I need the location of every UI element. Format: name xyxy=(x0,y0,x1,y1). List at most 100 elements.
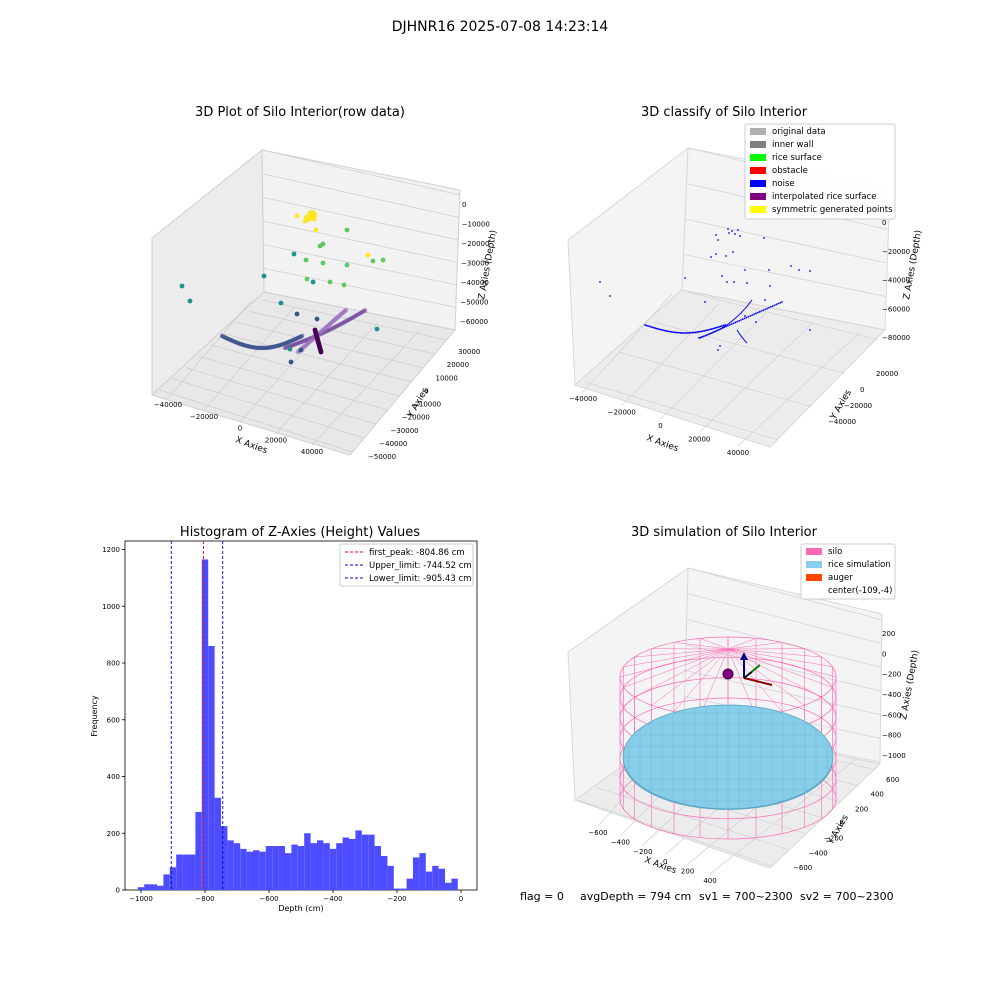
grid-line xyxy=(698,322,814,433)
noise-point xyxy=(661,329,664,332)
x-axis-label: X Axies xyxy=(643,855,678,876)
histogram-bar xyxy=(221,826,228,890)
grid-line xyxy=(577,799,773,867)
z-tick-label: −40000 xyxy=(882,277,910,285)
silo-roof-rib xyxy=(727,648,757,716)
noise-point xyxy=(690,331,692,334)
x-tick-label: −600 xyxy=(259,895,278,903)
legend-label: original data xyxy=(772,127,826,137)
panel-simulation: 3D simulation of Silo Interior −600−400−… xyxy=(567,525,921,885)
grid-line xyxy=(683,254,886,297)
y-tick-label: 600 xyxy=(886,776,899,784)
noise-point xyxy=(721,275,723,277)
noise-point xyxy=(732,322,735,325)
y-tick-label: 0 xyxy=(424,387,428,395)
data-point xyxy=(294,311,300,317)
noise-point xyxy=(771,305,774,307)
noise-point xyxy=(721,325,723,327)
grid-line xyxy=(275,322,379,434)
y-tick-label: 400 xyxy=(871,791,884,799)
histogram-bar xyxy=(336,843,343,890)
grid-line xyxy=(261,299,448,341)
noise-point xyxy=(670,331,673,333)
histogram-bar xyxy=(400,888,407,890)
data-point xyxy=(304,276,310,282)
legend-swatch xyxy=(806,574,822,581)
data-point xyxy=(318,349,324,355)
grid-line xyxy=(687,567,883,621)
grid-line xyxy=(687,291,879,341)
x-axis-label: X Axies xyxy=(234,435,269,456)
histogram-bar xyxy=(176,854,183,890)
noise-point xyxy=(745,316,748,319)
noise-point xyxy=(651,326,654,329)
silo-roof-rib xyxy=(623,648,729,688)
silo-roof-rib xyxy=(634,648,729,698)
noise-point xyxy=(743,317,746,320)
legend: silo rice simulation auger center(-109,-4) xyxy=(800,543,896,600)
noise-point xyxy=(717,239,719,241)
grid-line xyxy=(660,312,767,420)
silo-roof-rib xyxy=(673,642,729,650)
noise-point xyxy=(725,255,727,257)
x-tick-label: 200 xyxy=(681,867,694,875)
grid-line xyxy=(185,367,376,425)
x-tick-label: −20000 xyxy=(190,413,218,421)
noise-point xyxy=(726,281,728,283)
noise-point xyxy=(654,327,657,330)
z-tick-label: −10000 xyxy=(462,221,490,229)
z-tick-label: 200 xyxy=(882,630,895,638)
panel-raw-data: 3D Plot of Silo Interior(row data) −4000… xyxy=(151,105,499,461)
noise-point xyxy=(704,329,707,332)
y-tick-label: −50000 xyxy=(368,453,396,461)
histogram-title: Histogram of Z-Axies (Height) Values xyxy=(180,525,420,540)
y-tick-label: −20000 xyxy=(844,402,872,410)
y-tick-label: 0 xyxy=(116,887,120,895)
data-point xyxy=(320,241,326,247)
data-point xyxy=(344,262,350,268)
histogram-bar xyxy=(317,840,324,890)
grid-line xyxy=(584,381,779,441)
noise-point xyxy=(719,325,722,328)
legend-swatch xyxy=(750,193,766,200)
z-tick-label: −80000 xyxy=(882,334,910,342)
data-point xyxy=(179,283,185,289)
y-tick-label: 800 xyxy=(107,660,120,668)
legend-label: interpolated rice surface xyxy=(772,192,877,202)
noise-point xyxy=(695,331,698,334)
y-tick-label: −10000 xyxy=(413,401,441,409)
histogram-bar xyxy=(195,811,202,890)
noise-point xyxy=(763,237,765,239)
histogram-bar xyxy=(227,840,234,890)
noise-point xyxy=(673,331,676,334)
y-tick-label: 10000 xyxy=(436,374,458,382)
z-tick-label: −400 xyxy=(882,691,901,699)
histogram-bar xyxy=(157,885,164,890)
histogram-bar xyxy=(259,851,266,890)
silo-roof-rib xyxy=(651,648,729,706)
noise-point xyxy=(609,295,611,297)
data-point xyxy=(370,258,376,264)
grid-line xyxy=(263,267,457,308)
noise-point xyxy=(713,327,716,330)
noise-point xyxy=(737,229,739,231)
legend-label: noise xyxy=(772,179,795,189)
x-tick-label: 20000 xyxy=(265,436,287,444)
noise-point xyxy=(766,307,768,310)
histogram-bar xyxy=(445,882,452,890)
data-point xyxy=(288,359,294,365)
legend-label: silo xyxy=(828,547,842,557)
noise-point xyxy=(664,329,667,332)
noise-point xyxy=(698,330,701,333)
histogram-bar xyxy=(272,846,279,890)
x-tick-label: 400 xyxy=(703,877,716,885)
noise-point xyxy=(744,269,746,271)
histogram-bar xyxy=(381,855,388,890)
data-point xyxy=(365,252,371,258)
legend-label: rice surface xyxy=(772,153,822,163)
histogram-bar xyxy=(144,884,151,890)
noise-point xyxy=(738,319,741,322)
y-tick-label: 200 xyxy=(855,805,868,813)
noise-point xyxy=(715,253,717,255)
grid-line xyxy=(737,331,861,447)
